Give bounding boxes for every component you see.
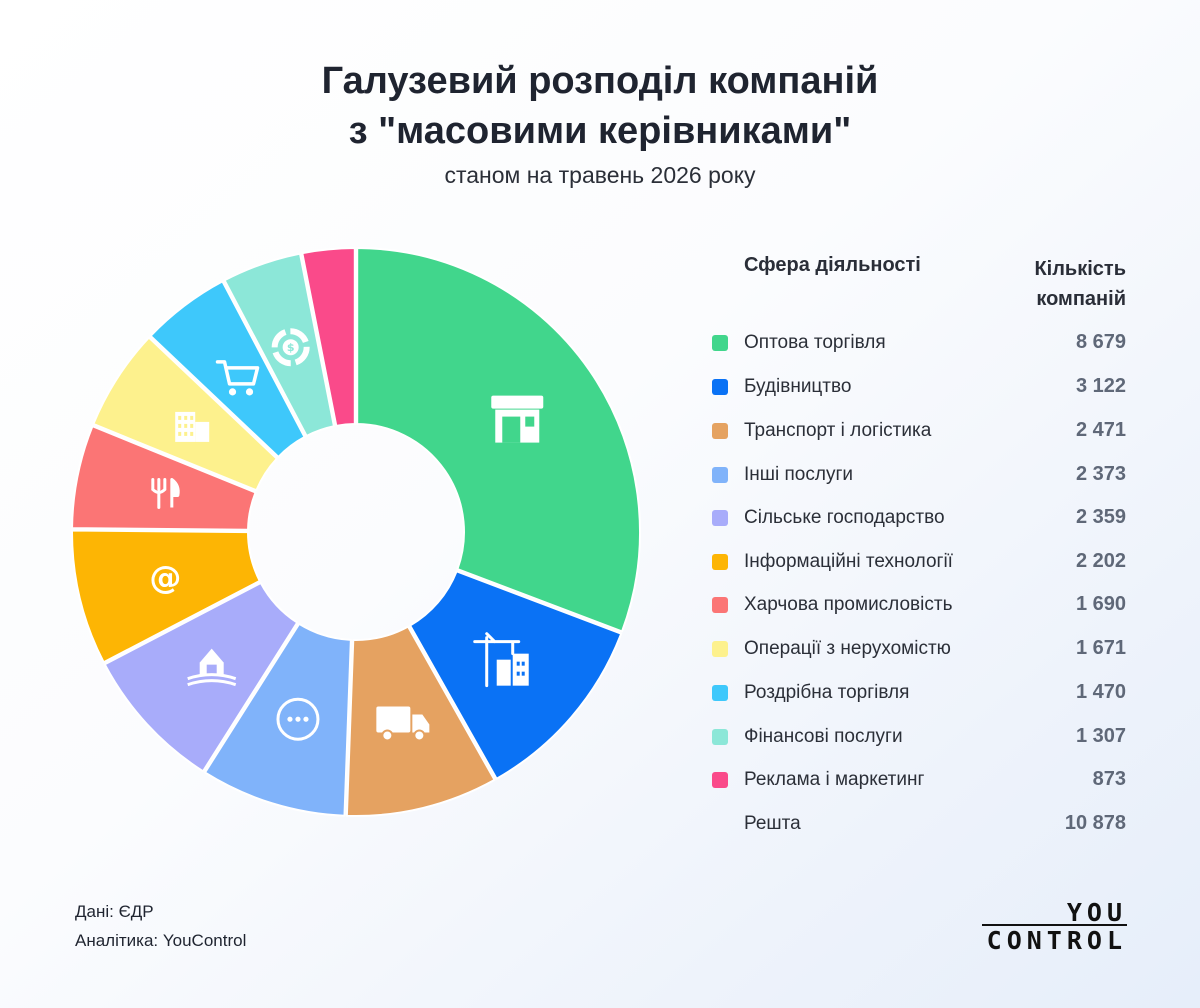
legend-label: Операції з нерухомістю: [744, 638, 951, 659]
legend-value: 1 671: [1075, 637, 1126, 659]
legend-row-wholesale: Оптова торгівля 8 679: [712, 328, 1126, 358]
legend-swatch: [712, 597, 728, 613]
legend-value: 1 690: [1075, 593, 1126, 615]
legend-label: Реклама і маркетинг: [744, 769, 925, 790]
legend-label: Інші послуги: [744, 464, 853, 485]
footer-analytics: Аналітика: YouControl: [75, 931, 247, 950]
legend-row-transport: Транспорт і логістика 2 471: [712, 416, 1126, 446]
legend-swatch: [712, 423, 728, 439]
svg-text:$: $: [287, 341, 295, 354]
donut-slice: [71, 529, 261, 664]
legend-value: 1 470: [1075, 681, 1126, 703]
legend-swatch: [712, 379, 728, 395]
legend-header-count: Кількість компаній: [960, 254, 1126, 314]
logo-bottom-text: CONTROL: [986, 926, 1127, 955]
legend-swatch: [712, 554, 728, 570]
legend-label: Транспорт і логістика: [744, 420, 932, 441]
legend-row-construction: Будівництво 3 122: [712, 372, 1126, 402]
legend-swatch: [712, 467, 728, 483]
legend-value: 8 679: [1075, 331, 1126, 353]
legend-swatch: [712, 335, 728, 351]
legend-row-real-estate: Операції з нерухомістю 1 671: [712, 634, 1126, 664]
construction-crane-icon: [473, 632, 529, 688]
legend-value: 2 373: [1075, 463, 1126, 485]
legend-row-it: Інформаційні технології 2 202: [712, 547, 1126, 577]
legend-swatch: [712, 772, 728, 788]
legend-row-rest: Решта 10 878: [712, 809, 1126, 839]
chart-title: Галузевий розподіл компаній з "масовими …: [0, 56, 1200, 156]
legend-value: 10 878: [1064, 812, 1126, 834]
legend-header-count-line-2: компаній: [1036, 288, 1126, 310]
legend-swatch: [712, 729, 728, 745]
chart-title-line-1: Галузевий розподіл компаній: [321, 60, 879, 102]
legend-swatch: [712, 685, 728, 701]
legend-value: 1 307: [1075, 725, 1126, 747]
legend-row-food-industry: Харчова промисловість 1 690: [712, 590, 1126, 620]
legend-swatch: [712, 641, 728, 657]
logo-top-text: YOU: [1066, 898, 1127, 927]
legend-value: 2 202: [1075, 550, 1126, 572]
legend-header-count-line-1: Кількість: [1034, 258, 1126, 280]
legend-row-retail: Роздрібна торгівля 1 470: [712, 678, 1126, 708]
at-sign-icon: @: [149, 559, 181, 597]
legend-label: Фінансові послуги: [744, 726, 903, 747]
svg-text:@: @: [149, 559, 181, 597]
footer-source: Дані: ЄДР: [75, 902, 154, 921]
legend-value: 2 471: [1075, 419, 1126, 441]
chart-title-line-2: з "масовими керівниками": [348, 110, 852, 152]
chart-subtitle: станом на травень 2026 року: [444, 162, 756, 188]
legend-label: Оптова торгівля: [744, 332, 886, 353]
more-dots-icon: [276, 697, 320, 741]
legend-label: Сільське господарство: [744, 507, 945, 528]
legend-row-advertising: Реклама і маркетинг 873: [712, 765, 1126, 795]
fork-knife-icon: [151, 477, 180, 509]
barn-icon: [187, 648, 237, 687]
donut-slice: [301, 247, 356, 427]
legend-value: 3 122: [1075, 375, 1126, 397]
logo-rule: [982, 924, 1127, 926]
legend-header-sphere: Сфера діяльності: [744, 254, 921, 276]
donut-slice: [71, 425, 257, 531]
legend-swatch: [712, 510, 728, 526]
legend-row-agriculture: Сільське господарство 2 359: [712, 503, 1126, 533]
legend-value: 873: [1092, 768, 1126, 790]
buildings-icon: [175, 411, 210, 442]
shopping-cart-icon: [215, 360, 260, 396]
legend-label: Інформаційні технології: [744, 551, 953, 572]
donut-slice: [223, 252, 335, 437]
legend-label: Роздрібна торгівля: [744, 682, 910, 703]
legend-value: 2 359: [1075, 506, 1126, 528]
legend-row-other-services: Інші послуги 2 373: [712, 460, 1126, 490]
legend-label: Харчова промисловість: [744, 594, 953, 615]
legend-label: Решта: [744, 813, 801, 834]
legend-row-financial-services: Фінансові послуги 1 307: [712, 722, 1126, 752]
delivery-truck-icon: [376, 706, 430, 742]
coin-chart-icon: $: [271, 328, 310, 367]
donut-slice: [103, 582, 299, 773]
legend-label: Будівництво: [744, 376, 852, 397]
donut-chart: @$: [71, 247, 641, 817]
storefront-icon: [491, 395, 544, 443]
